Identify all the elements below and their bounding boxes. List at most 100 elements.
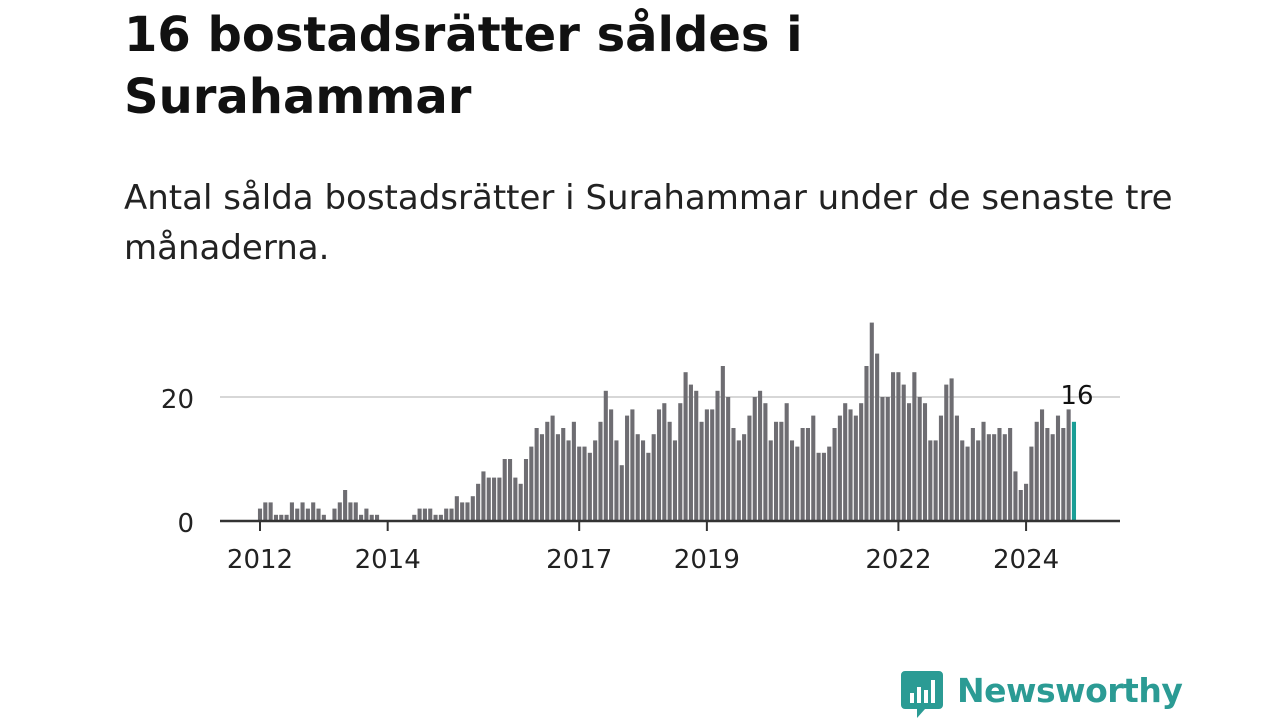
bar xyxy=(795,446,800,521)
bar xyxy=(513,477,518,521)
bar xyxy=(1061,428,1066,521)
bar xyxy=(875,353,880,521)
bar xyxy=(970,428,975,521)
bar xyxy=(678,403,683,521)
bar xyxy=(853,415,858,521)
bar xyxy=(428,508,433,521)
bar xyxy=(1024,483,1029,521)
bar xyxy=(986,434,991,521)
bar xyxy=(369,514,374,521)
bar xyxy=(704,409,709,521)
bar xyxy=(433,514,438,521)
bar xyxy=(1066,409,1071,521)
bar xyxy=(316,508,321,521)
bar xyxy=(896,372,901,521)
bar xyxy=(566,440,571,521)
bar xyxy=(561,428,566,521)
bar-highlight xyxy=(1071,421,1077,521)
bar xyxy=(470,496,475,521)
bar xyxy=(789,440,795,521)
bar xyxy=(273,514,279,521)
bar xyxy=(906,403,912,521)
bar xyxy=(305,508,310,521)
label-layer: 0 20 2012 2014 2017 2019 2022 2024 16 xyxy=(161,381,1094,575)
bar xyxy=(454,496,459,521)
bar xyxy=(715,390,720,521)
bar xyxy=(997,428,1002,521)
bar xyxy=(1045,428,1050,521)
bar xyxy=(1039,409,1045,521)
bar xyxy=(449,508,454,521)
bar xyxy=(438,514,443,521)
bar xyxy=(300,502,305,521)
bar xyxy=(263,502,268,521)
bar xyxy=(731,428,736,521)
bar xyxy=(603,390,608,521)
bar xyxy=(412,514,417,521)
bar xyxy=(944,384,949,521)
bar xyxy=(465,502,470,521)
bar xyxy=(481,471,486,521)
bar xyxy=(683,372,688,521)
bar xyxy=(821,452,826,521)
bar xyxy=(337,502,342,521)
bar xyxy=(311,502,316,521)
bar xyxy=(1034,421,1039,521)
bar xyxy=(699,421,704,521)
bar xyxy=(550,415,555,521)
bar xyxy=(625,415,630,521)
x-tick-label: 2012 xyxy=(227,545,293,575)
bar xyxy=(295,508,300,521)
bar xyxy=(768,440,773,521)
x-tick-label: 2022 xyxy=(865,545,931,575)
bar xyxy=(742,434,747,521)
bar xyxy=(656,409,662,521)
bar xyxy=(922,403,928,521)
bar xyxy=(523,459,529,521)
bar xyxy=(321,514,326,521)
bar xyxy=(773,421,779,521)
bar xyxy=(763,403,768,521)
bar xyxy=(343,490,348,521)
bar xyxy=(843,403,848,521)
bar xyxy=(912,372,917,521)
newsworthy-logo-icon xyxy=(901,671,943,718)
bar xyxy=(284,514,289,521)
bar xyxy=(965,446,970,521)
bar xyxy=(752,397,757,521)
x-tick-label: 2024 xyxy=(993,545,1059,575)
bar xyxy=(827,446,832,521)
bar xyxy=(1013,471,1018,521)
bar xyxy=(444,508,449,521)
bar xyxy=(885,397,890,521)
bar xyxy=(880,397,885,521)
bar xyxy=(933,440,938,521)
y-tick-label: 20 xyxy=(161,385,194,415)
bar xyxy=(688,384,693,521)
bar xyxy=(1055,415,1061,521)
bar xyxy=(960,440,965,521)
bar xyxy=(545,421,550,521)
bar xyxy=(938,415,944,521)
bar xyxy=(949,378,954,521)
bar xyxy=(869,322,874,521)
bar xyxy=(694,390,699,521)
bar xyxy=(539,434,545,521)
page-title: 16 bostadsrätter såldes i Surahammar xyxy=(124,7,803,125)
bar xyxy=(359,514,364,521)
x-tick-label: 2014 xyxy=(355,545,421,575)
x-tick-label: 2017 xyxy=(546,545,612,575)
bar xyxy=(353,502,358,521)
data-label-latest: 16 xyxy=(1060,381,1093,411)
bar xyxy=(486,477,491,521)
bar xyxy=(672,440,678,521)
bar xyxy=(758,390,763,521)
bar xyxy=(662,403,667,521)
bar xyxy=(257,508,263,521)
bar xyxy=(374,514,380,521)
bar xyxy=(268,502,273,521)
bar xyxy=(279,514,284,521)
bar xyxy=(1050,434,1055,521)
bar xyxy=(289,502,294,521)
bar xyxy=(635,434,640,521)
